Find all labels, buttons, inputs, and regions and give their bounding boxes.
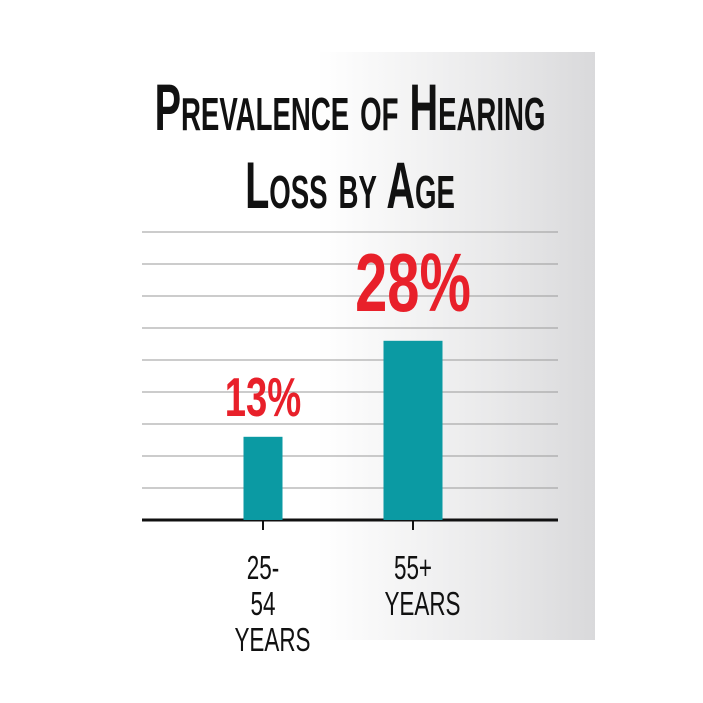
panel [90,52,595,640]
value-label: 28% [355,235,471,329]
x-tick-label: 55+ YEARS [384,549,461,622]
chart-title: Prevalence of Hearing Loss by Age [154,70,546,222]
x-tick-label: 25-54 YEARS [234,549,311,658]
bar [383,340,443,520]
bar [243,436,283,520]
value-label: 13% [224,367,302,429]
